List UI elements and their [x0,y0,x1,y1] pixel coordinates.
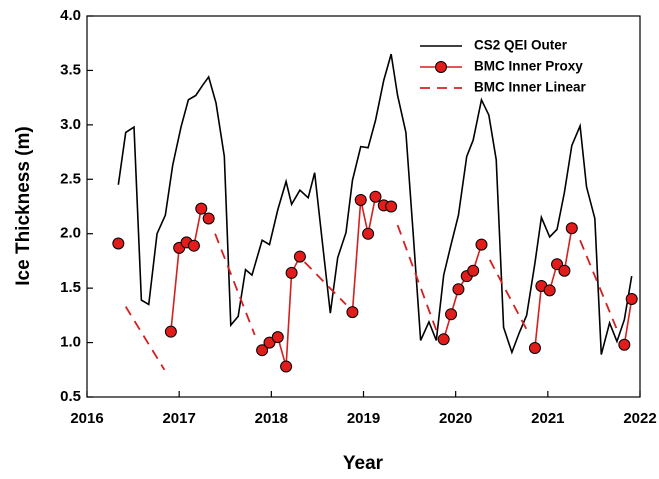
data-point [202,212,215,225]
legend-label: BMC Inner Linear [474,80,587,95]
y-tick-label: 1.0 [60,334,81,351]
x-tick-label: 2022 [623,410,656,427]
x-tick-label: 2016 [70,410,103,427]
data-point [280,360,293,373]
x-tick-label: 2020 [439,410,472,427]
legend-marker [435,61,447,73]
x-tick-label: 2017 [162,410,195,427]
data-point [385,200,398,213]
y-tick-label: 3.5 [60,61,81,78]
x-axis-title: Year [343,453,384,474]
data-point [618,338,631,351]
data-point [256,344,269,357]
y-tick-label: 0.5 [60,388,81,405]
y-tick-label: 2.5 [60,170,81,187]
x-tick-label: 2018 [255,410,288,427]
y-tick-label: 3.0 [60,116,81,133]
data-point [195,202,208,215]
legend-label: CS2 QEI Outer [474,38,568,53]
y-tick-label: 2.0 [60,225,81,242]
legend-label: BMC Inner Proxy [474,59,583,74]
x-tick-label: 2019 [347,410,380,427]
series-line [170,195,633,367]
data-point [558,264,571,277]
data-point [293,250,306,263]
data-point [354,193,367,206]
data-point [437,333,450,346]
data-point [271,331,284,344]
data-point [285,266,298,279]
y-tick-label: 1.5 [60,279,81,296]
x-tick-label: 2021 [531,410,564,427]
data-point [445,308,458,321]
data-point [346,306,359,319]
data-point [467,264,480,277]
data-point [362,227,375,240]
data-point [263,336,276,349]
series-line [117,53,633,355]
data-point [528,342,541,355]
y-axis-title: Ice Thickness (m) [13,126,34,285]
data-point [452,283,465,296]
data-point [565,222,578,235]
data-point [187,239,200,252]
data-point [543,284,556,297]
data-point [625,293,638,306]
data-point [369,190,382,203]
series-line [124,224,618,371]
y-tick-label: 4.0 [60,7,81,24]
data-point [164,325,177,338]
data-point [475,238,488,251]
data-point [112,237,125,250]
